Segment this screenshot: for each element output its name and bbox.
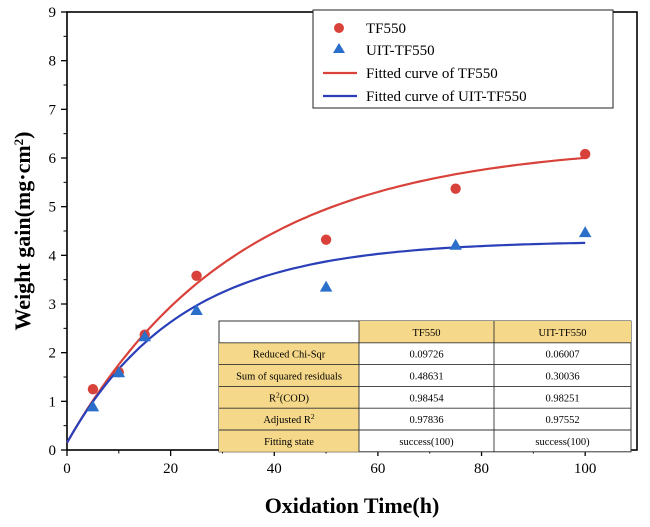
x-tick-label: 100 [574, 461, 597, 477]
legend-frame [312, 9, 614, 109]
table-row-label-superscript: 2 [311, 412, 315, 421]
table-row-label-text: Fitting state [264, 437, 314, 448]
fitted-curve-1 [66, 241, 586, 444]
table-row-label-suffix: (COD) [280, 393, 310, 404]
table-cell: 0.09726 [409, 350, 443, 361]
x-tick-label: 20 [163, 461, 178, 477]
table-row-label-text: R [269, 393, 276, 404]
table-row-label: Sum of squared residuals [236, 372, 342, 383]
table-row-label-superscript: 2 [276, 390, 280, 399]
table-row-label-fill [219, 408, 359, 430]
y-tick-label: 9 [49, 5, 57, 21]
table-row-label: Reduced Chi-Sqr [253, 350, 326, 361]
table-row-label-fill [219, 430, 359, 452]
table-cell: 0.97552 [545, 415, 579, 426]
table-cell: 0.30036 [545, 372, 579, 383]
legend-marker-tf550 [334, 23, 344, 33]
point-uit-tf550 [578, 226, 592, 238]
legend-label: Fitted curve of UIT-TF550 [366, 89, 527, 105]
y-tick-label: 2 [49, 346, 57, 362]
table-cell: 0.97836 [409, 415, 443, 426]
table-header-cell: UIT-TF550 [538, 328, 586, 339]
fitted-curve-0 [66, 156, 586, 444]
table-cell: 0.98251 [545, 393, 579, 404]
table-row-label-fill [219, 342, 359, 365]
legend: TF550 UIT-TF550 Fitted curve of TF550 Fitte… [312, 9, 614, 109]
y-tick-label: 6 [49, 151, 57, 167]
point-tf550 [320, 234, 332, 245]
fit-statistics-table: TF550 UIT-TF550 Reduced Chi-Sqr 0.09726 0.06… [218, 320, 632, 453]
x-tick-label: 60 [370, 461, 385, 477]
y-axis-title-superscript: 2 [11, 139, 26, 146]
table-row-label-fill [219, 386, 359, 409]
y-tick-label: 0 [49, 443, 57, 459]
y-axis-title: Weight gain(mg·cm2) [10, 132, 35, 331]
y-tick-label: 8 [49, 54, 57, 70]
table-cell: success(100) [399, 437, 454, 448]
point-tf550 [579, 148, 591, 160]
legend-marker-uit-tf550 [333, 43, 345, 53]
y-tick-label: 5 [49, 200, 57, 216]
point-uit-tf550 [190, 303, 203, 315]
y-axis-title-main: Weight gain(mg·cm [10, 145, 35, 330]
point-uit-tf550 [112, 366, 126, 378]
y-tick-label: 4 [49, 248, 57, 264]
table-cell: success(100) [535, 437, 590, 448]
table-cell: 0.98454 [409, 393, 444, 404]
legend-label: UIT-TF550 [366, 43, 435, 59]
y-tick-label: 1 [49, 394, 57, 410]
point-uit-tf550 [449, 238, 462, 250]
table-row-label-text: Reduced Chi-Sqr [253, 350, 326, 361]
table-row-label: Adjusted R2 [263, 412, 315, 427]
x-tick-label: 40 [267, 461, 282, 477]
table-header-cell: TF550 [412, 328, 440, 339]
legend-label: Fitted curve of TF550 [366, 66, 498, 82]
table-row-label: Fitting state [264, 437, 314, 448]
table-header-fill [359, 321, 631, 343]
legend-label: TF550 [366, 21, 406, 37]
x-axis-title: Oxidation Time(h) [265, 493, 440, 518]
table-cell: 0.48631 [409, 372, 443, 383]
table-cell: 0.06007 [545, 350, 579, 361]
table-row-label-text: Adjusted R [263, 415, 311, 426]
point-tf550 [191, 270, 202, 281]
y-axis-title-close: ) [10, 132, 35, 139]
table-row-label-text: Sum of squared residuals [236, 372, 342, 383]
point-uit-tf550 [86, 400, 100, 412]
point-uit-tf550 [138, 330, 151, 342]
point-uit-tf550 [319, 280, 333, 292]
y-tick-label: 3 [49, 297, 57, 313]
y-tick-label: 7 [49, 102, 57, 118]
point-tf550 [87, 383, 99, 395]
table-row-label-fill [219, 364, 359, 387]
x-tick-label: 0 [63, 461, 71, 477]
x-tick-label: 80 [474, 461, 489, 477]
point-tf550 [450, 183, 461, 194]
table-row-label: R2(COD) [269, 390, 309, 405]
